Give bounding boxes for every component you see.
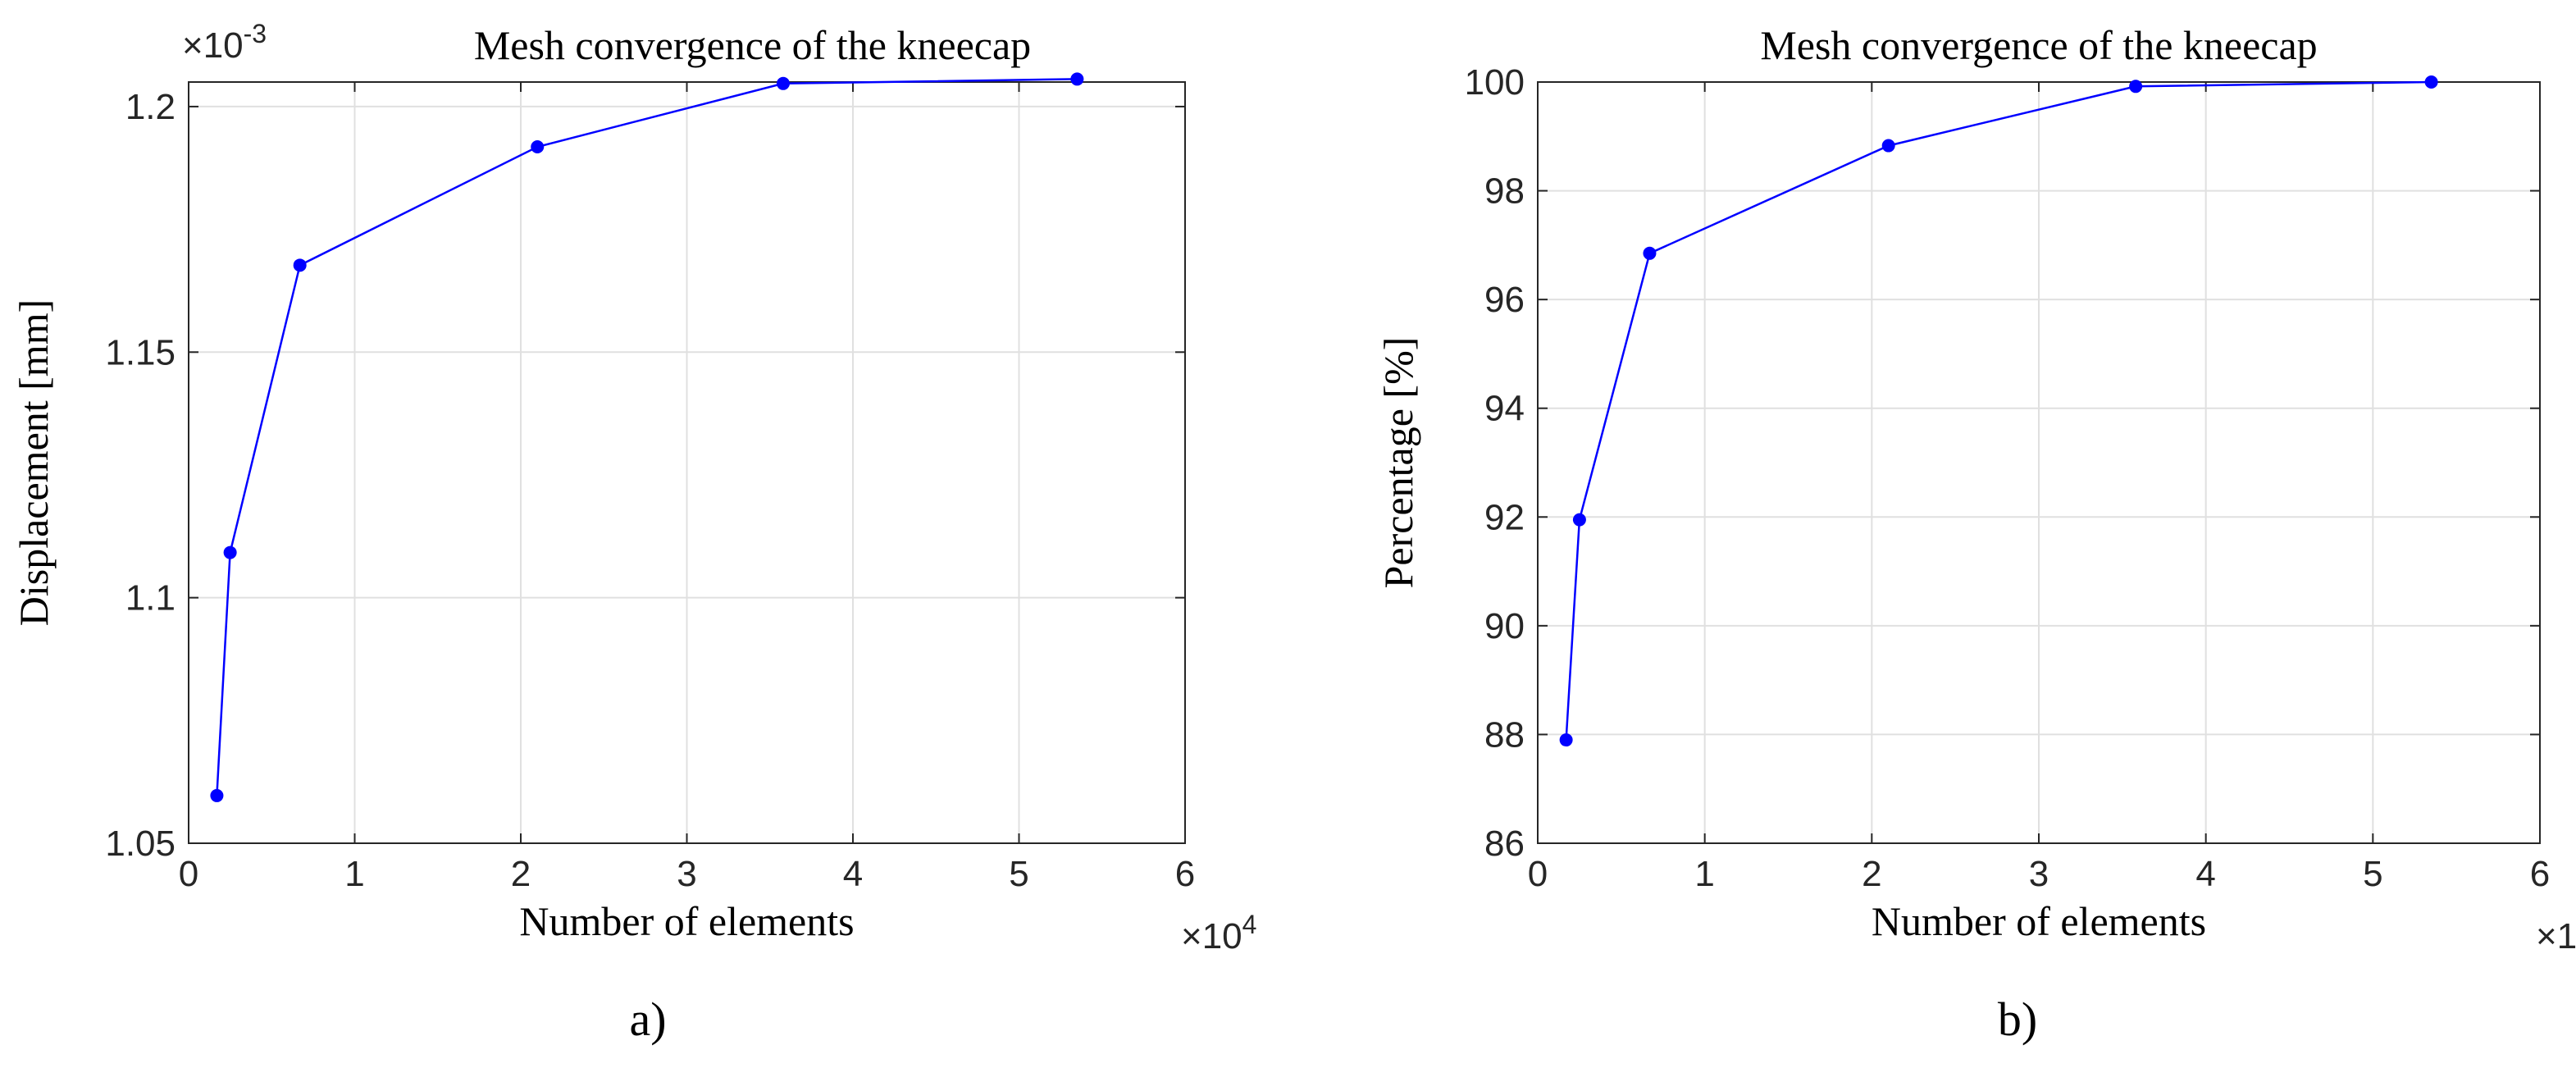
- chart-b-data-point: [2129, 80, 2143, 94]
- chart-b-y-tick-label: 98: [1484, 171, 1525, 212]
- chart-b-y-tick-label: 90: [1484, 606, 1525, 646]
- chart-b-x-tick-label: 3: [2029, 854, 2049, 894]
- chart-a-title: Mesh convergence of the kneecap: [474, 22, 1031, 68]
- chart-b-data-point: [1881, 139, 1895, 153]
- chart-b: 0 1 2 3 4 5 6 86 88 90 92 94 96 98 100 Mesh convergence…: [1375, 22, 2576, 1046]
- chart-a-x-tick-label: 1: [344, 854, 364, 894]
- chart-b-x-axis-label: Number of elements: [1872, 898, 2206, 944]
- chart-a-x-tick-label: 0: [179, 854, 198, 894]
- chart-b-y-tick-label: 96: [1484, 280, 1525, 320]
- chart-b-x-tick-label: 0: [1528, 854, 1548, 894]
- chart-b-y-tick-label: 88: [1484, 714, 1525, 755]
- chart-a-caption: a): [629, 993, 666, 1046]
- chart-a-x-tick-label: 4: [843, 854, 863, 894]
- chart-b-x-tick-label: 2: [1862, 854, 1881, 894]
- chart-b-y-tick-label: 94: [1484, 389, 1525, 429]
- chart-b-data-point: [2424, 75, 2438, 89]
- chart-b-y-tick-label: 92: [1484, 497, 1525, 537]
- chart-a-data-point: [776, 76, 790, 90]
- chart-a-y-axis-label: Displacement [mm]: [11, 299, 57, 627]
- chart-b-x-tick-label: 1: [1694, 854, 1714, 894]
- chart-b-x-multiplier: ×104: [2536, 910, 2576, 956]
- chart-a-y-tick-label: 1.2: [125, 87, 176, 127]
- chart-b-y-tick-label: 100: [1465, 62, 1525, 103]
- chart-b-title: Mesh convergence of the kneecap: [1760, 22, 2317, 68]
- chart-b-y-tick-label: 86: [1484, 824, 1525, 864]
- chart-b-data-point: [1643, 246, 1657, 260]
- chart-a-x-axis-label: Number of elements: [519, 898, 854, 944]
- chart-a-data-point: [1070, 72, 1084, 86]
- chart-a-y-tick-label: 1.1: [125, 578, 176, 618]
- chart-b-y-axis-label: Percentage [%]: [1375, 337, 1421, 589]
- chart-b-series-line: [1565, 80, 2432, 741]
- chart-b-data-point: [1559, 733, 1573, 747]
- chart-b-x-tick-label: 5: [2363, 854, 2382, 894]
- chart-a-y-multiplier: ×10-3: [182, 19, 267, 66]
- chart-a-x-tick-label: 2: [511, 854, 531, 894]
- chart-a-x-tick-label: 6: [1175, 854, 1195, 894]
- chart-b-data-point: [1572, 513, 1586, 527]
- chart-b-x-tick-label: 4: [2195, 854, 2215, 894]
- chart-b-x-tick-label: 6: [2530, 854, 2550, 894]
- chart-a-data-point: [531, 140, 545, 154]
- chart-a-data-point: [293, 258, 307, 272]
- chart-a-y-tick-label: 1.15: [105, 332, 176, 372]
- chart-a-x-multiplier: ×104: [1181, 910, 1256, 956]
- chart-a-y-tick-label: 1.05: [105, 824, 176, 864]
- chart-a-series-line: [216, 78, 1078, 796]
- chart-a-x-tick-label: 5: [1009, 854, 1028, 894]
- chart-a-data-point: [223, 545, 237, 559]
- chart-a-data-point: [210, 788, 224, 802]
- chart-b-caption: b): [1998, 993, 2037, 1046]
- chart-a-x-tick-label: 3: [677, 854, 696, 894]
- chart-a: 0 1 2 3 4 5 6 1.05 1.1 1.15 1.2 Mesh convergence of…: [11, 19, 1256, 1046]
